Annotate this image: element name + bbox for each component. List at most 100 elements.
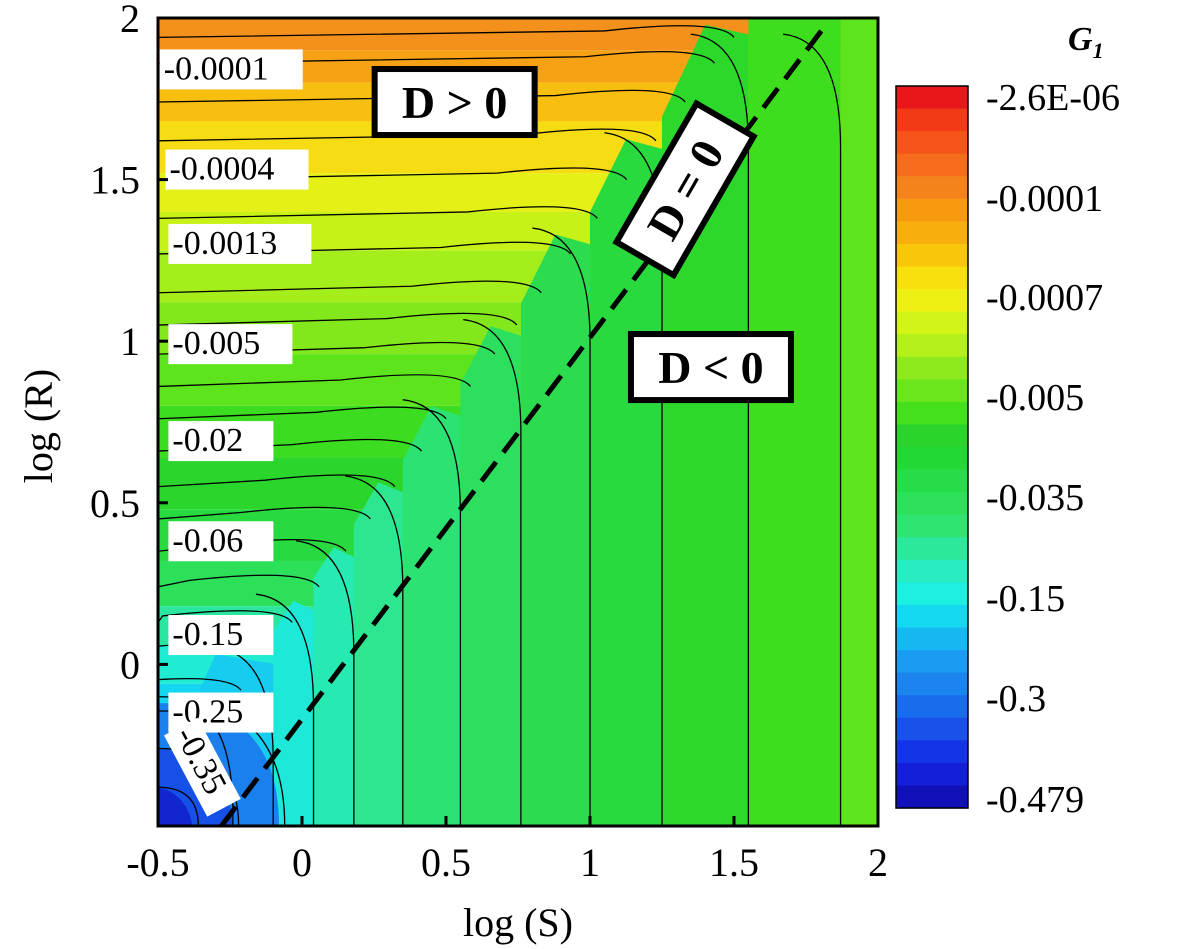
contour-line-horizontal <box>158 438 423 452</box>
colorbar-swatch <box>896 514 968 538</box>
contour-line-horizontal <box>158 474 396 488</box>
colorbar-swatch <box>896 243 968 268</box>
x-tick-label: 0.5 <box>421 840 471 885</box>
contour-label-text: -0.0001 <box>164 50 269 87</box>
contour-line-vertical <box>782 33 842 826</box>
contour-label-text: -0.005 <box>172 325 260 362</box>
contour-line-vertical <box>345 475 404 826</box>
colorbar-swatch <box>896 469 968 493</box>
colorbar-tick-label: -0.479 <box>986 779 1084 821</box>
colorbar: -2.6E-06 -0.0001 -0.0007 -0.005 -0.035 -0.15 -… <box>895 77 1120 821</box>
contour-line-horizontal <box>158 25 735 39</box>
contour-label: -0.0004 <box>165 149 309 190</box>
contour-line-horizontal <box>158 89 686 103</box>
colorbar-tick-label: -0.3 <box>986 678 1046 720</box>
x-axis-label: log (S) <box>463 900 573 945</box>
y-axis-label: log (R) <box>16 369 61 483</box>
y-tick-label: 0.5 <box>90 481 140 526</box>
plot-frame <box>156 16 880 828</box>
region-label-text: D > 0 <box>402 77 507 128</box>
colorbar-swatch <box>896 762 968 787</box>
y-tick-label: 1.5 <box>90 158 140 203</box>
contour-label-text: -0.06 <box>172 522 243 559</box>
colorbar-title: G1 <box>1068 21 1104 63</box>
colorbar-tick-label: -0.15 <box>986 578 1065 620</box>
colorbar-swatch <box>896 695 968 719</box>
contour-label: -0.02 <box>168 421 274 462</box>
colorbar-swatch <box>896 379 968 403</box>
y-axis: 0 0.5 1 1.5 2 <box>90 0 168 687</box>
colorbar-swatch <box>896 424 968 448</box>
contour-line-horizontal <box>158 574 320 588</box>
contour-line-horizontal <box>158 610 293 623</box>
colorbar-swatch <box>896 717 968 741</box>
colorbar-swatch <box>896 131 968 155</box>
colorbar-tick-label: -0.0001 <box>986 178 1103 220</box>
region-label-text: D < 0 <box>658 342 763 393</box>
x-tick-label: 1 <box>580 840 600 885</box>
colorbar-swatch <box>896 559 968 583</box>
contour-line-arc <box>158 786 199 826</box>
colorbar-swatch <box>896 198 968 222</box>
colorbar-swatch <box>896 627 968 651</box>
contour-label-text: -0.25 <box>172 694 243 731</box>
colorbar-swatch <box>896 785 968 809</box>
contour-line-vertical <box>296 540 355 826</box>
region-label: D > 0 <box>371 66 538 139</box>
contour-label-text: -0.0004 <box>170 151 275 188</box>
colorbar-swatch <box>896 447 968 471</box>
colorbar-swatch <box>896 356 968 380</box>
colorbar-swatch <box>896 334 968 358</box>
contour-line-horizontal <box>158 206 598 220</box>
contour-label: -0.15 <box>168 615 274 656</box>
colorbar-swatch <box>896 650 968 674</box>
colorbar-swatch <box>896 604 968 629</box>
contour-line-horizontal <box>158 406 447 420</box>
x-tick-label: 0 <box>292 840 312 885</box>
colorbar-swatch <box>896 289 968 313</box>
colorbar-tick-label: -0.005 <box>986 377 1084 419</box>
colorbar-swatch <box>896 266 968 290</box>
colorbar-swatch <box>896 401 968 426</box>
contour-line-horizontal <box>158 312 518 326</box>
colorbar-swatch <box>896 86 968 110</box>
contour-line-vertical <box>402 399 462 826</box>
contour-line-horizontal <box>158 167 628 181</box>
y-tick-label: 2 <box>120 0 140 41</box>
colorbar-swatch <box>896 740 968 764</box>
contour-label-text: -0.02 <box>172 422 243 459</box>
contour-line-horizontal <box>158 341 496 355</box>
contour-label: -0.0013 <box>168 223 312 264</box>
colorbar-swatch <box>896 492 968 516</box>
colorbar-swatch <box>896 672 968 696</box>
x-tick-label: 1.5 <box>709 840 759 885</box>
colorbar-swatch <box>896 311 968 335</box>
colorbar-swatch <box>896 153 968 177</box>
colorbar-swatch <box>896 221 968 245</box>
x-tick-label: 2 <box>868 840 888 885</box>
colorbar-swatch <box>896 582 968 606</box>
contour-label: -0.0001 <box>159 49 303 90</box>
colorbar-swatch <box>896 176 968 200</box>
contour-line-horizontal <box>158 280 542 294</box>
colorbar-tick-label: -0.0007 <box>986 277 1103 319</box>
contour-line-vertical <box>255 593 315 826</box>
y-tick-label: 1 <box>120 319 140 364</box>
contour-label: -0.06 <box>168 521 274 562</box>
colorbar-swatch <box>896 537 968 561</box>
y-tick-label: 0 <box>120 642 140 687</box>
x-tick-label: -0.5 <box>126 840 189 885</box>
contour-line-horizontal <box>158 50 715 64</box>
contour-line-horizontal <box>158 677 242 691</box>
contour-line-vertical <box>532 227 591 826</box>
contour-labels: -0.0001 -0.0004 -0.0013 -0.005 -0.02 -0.06 -0.… <box>159 49 312 817</box>
contour-label: -0.005 <box>168 324 293 365</box>
contour-line-horizontal <box>158 241 571 255</box>
contour-line-vertical <box>463 318 522 826</box>
region-label: D < 0 <box>627 331 794 404</box>
contour-label-text: -0.15 <box>172 616 243 653</box>
x-axis: -0.5 0 0.5 1 1.5 2 <box>126 816 888 885</box>
colorbar-swatch <box>896 108 968 132</box>
colorbar-tick-label: -0.035 <box>986 477 1084 519</box>
